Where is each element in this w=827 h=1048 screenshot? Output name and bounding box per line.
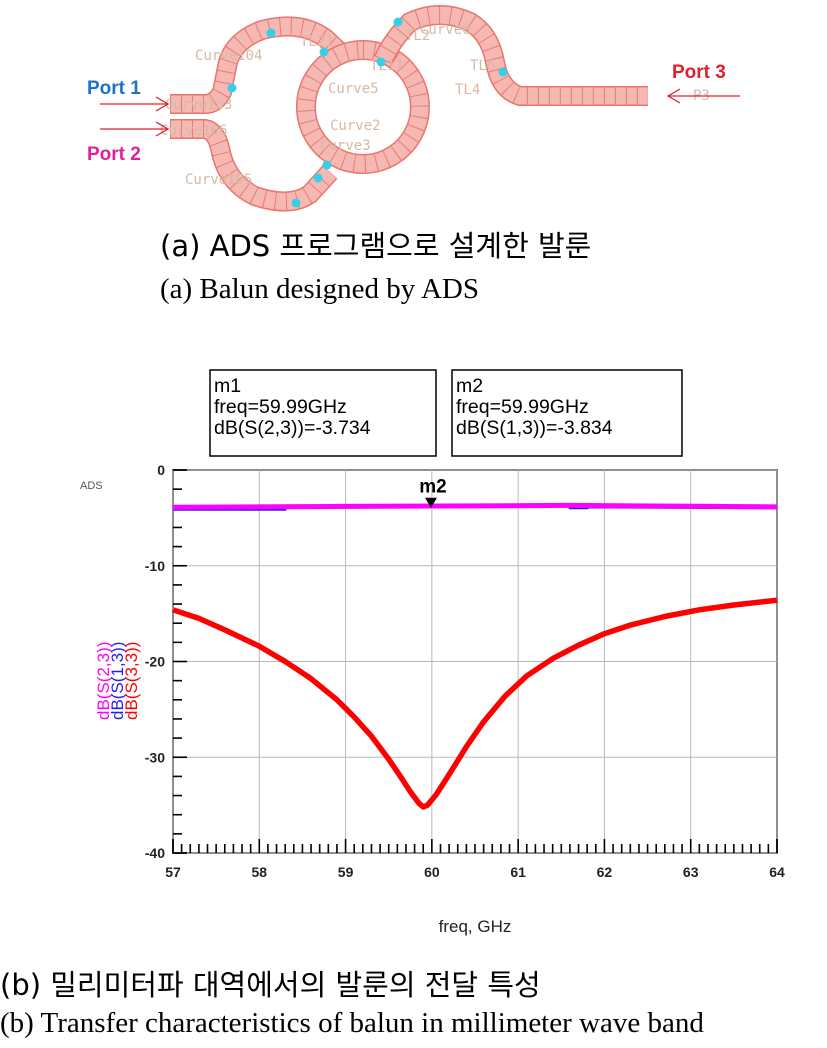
layout-label: Curve3 [320,138,371,154]
y-tick-label: -30 [145,749,165,765]
trace-ring-segments [297,41,429,173]
port-3-label: Port 3 [672,62,726,83]
legend-entry: dB(S(2,3)) [94,642,113,720]
layout-pins [227,17,508,208]
marker-readout-line: m2 [456,375,483,397]
y-tick-label: -20 [145,654,165,670]
marker-readout-line: freq=59.99GHz [214,396,347,418]
trace-lower-feed-segments [170,120,337,210]
marker-readout-line: dB(S(1,3))=-3.834 [456,417,613,439]
pin-dot [376,57,386,67]
marker-readout-line: dB(S(2,3))=-3.734 [214,417,371,439]
caption-b-english: (b) Transfer characteristics of balun in… [0,1007,704,1039]
y-tick-label: 0 [157,462,165,478]
tick-labels: 57 58 59 60 61 62 63 64 0 -10 -20 -30 -40 [145,462,785,880]
layout-label: Curve104 [195,48,262,64]
layout-label: Curve6 [420,22,471,38]
microstrip-traces [170,5,648,212]
layout-label: TL2 [405,28,430,44]
caption-a-korean: (a) ADS 프로그램으로 설계한 발룬 [160,229,592,263]
markers: m1freq=59.99GHzdB(S(2,3))=-3.734m2freq=5… [209,369,683,508]
marker-triangle [424,497,437,508]
y-tick-label: -10 [145,558,165,574]
axis-ticks [172,469,778,854]
x-axis-label: freq, GHz [439,917,512,936]
port-1-label: Port 1 [87,78,141,99]
port-arrow-head [155,96,170,112]
pin-dot [266,28,276,38]
balun-layout: Curve104 Curve103 Curve106 Curve105 Curve5 Cu… [87,5,740,212]
series-line [172,502,778,510]
legend: dB(S(2,3))dB(S(1,3))dB(S(3,3)) [94,642,141,720]
layout-label: Curve105 [185,172,252,188]
x-tick-label: 59 [338,864,354,880]
marker-readout-box [209,369,437,457]
x-tick-label: 58 [251,864,267,880]
port-2-label: Port 2 [87,144,141,165]
port-arrow-head [155,121,170,137]
caption-a-english: (a) Balun designed by ADS [160,273,479,305]
layout-label: Curve106 [160,123,227,139]
port-arrow-head [666,88,681,104]
x-tick-label: 64 [769,864,785,880]
layout-label: TL6 [470,58,495,74]
layout-label: TL11 [370,58,404,74]
series-line [172,597,778,810]
pin-dot [322,160,332,170]
layout-label: Curve103 [165,97,232,113]
marker-readout-box [451,369,683,457]
legend-entry: dB(S(1,3)) [108,642,127,720]
port-arrows [100,88,740,137]
x-tick-label: 60 [424,864,440,880]
layout-label: TL21 [300,34,334,50]
x-tick-label: 63 [683,864,699,880]
pin-dot [227,83,237,93]
trace-upper-right-segments [375,6,648,105]
legend-entry: dB(S(3,3)) [122,642,141,720]
s-parameter-chart: 57 58 59 60 61 62 63 640-10-20-30-40 m1freq=59.… [80,369,785,936]
layout-label: Curve2 [330,118,381,134]
layout-label: TL4 [455,82,480,98]
marker-readout-line: m1 [214,375,241,397]
pin-dot [498,67,508,77]
series-lines [172,502,778,810]
pin-dot [393,17,403,27]
x-tick-label: 61 [510,864,526,880]
marker-label: m2 [419,477,446,498]
tool-label: ADS [80,480,103,492]
x-tick-label: 62 [597,864,613,880]
x-tick-label: 57 [165,864,181,880]
pin-dot [291,198,301,208]
y-tick-label: -40 [145,845,165,861]
layout-component-labels: Curve104 Curve103 Curve106 Curve105 Curve5 Cu… [160,22,710,188]
caption-b-korean: (b) 밀리미터파 대역에서의 발룬의 전달 특성 [0,968,541,1002]
marker-readout-line: freq=59.99GHz [456,396,589,418]
trace-upper-feed-segments [170,17,346,113]
pin-dot [313,173,323,183]
layout-label: Curve5 [328,81,379,97]
pin-dot [319,47,329,57]
